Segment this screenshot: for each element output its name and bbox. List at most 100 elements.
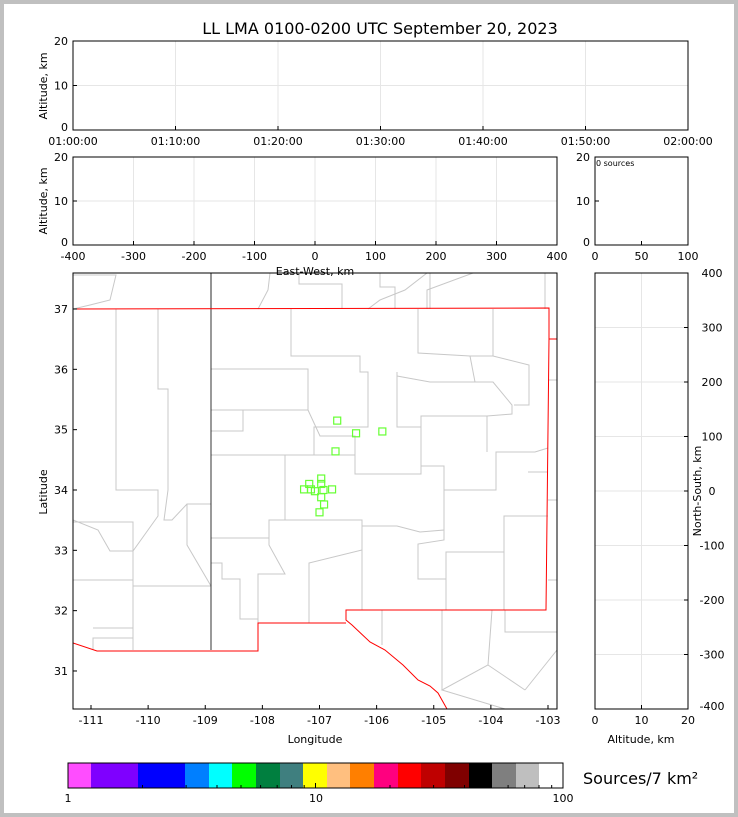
county-border [290, 309, 369, 455]
plan-view-panel: -111 -110 -109 -108 -107 -106 -105 -104 -103 31 32… [54, 272, 560, 727]
x-tick-label: 01:10:00 [151, 135, 200, 148]
y-tick-label: -300 [700, 649, 725, 662]
ew-ylabel: Altitude, km [37, 167, 50, 234]
ns-ylabel: North-South, km [691, 446, 704, 537]
ns-xlabel: Altitude, km [607, 733, 674, 746]
source-point [317, 474, 326, 483]
colorbar-segment [280, 763, 304, 788]
ew-xlabel: East-West, km [276, 265, 354, 278]
county-border [367, 273, 428, 310]
international-border [73, 622, 346, 652]
county-border [211, 409, 308, 432]
colorbar-tick-label: 10 [309, 792, 323, 805]
source-point [327, 485, 337, 494]
y-tick-label: -400 [700, 700, 725, 713]
panel-frame [594, 272, 689, 710]
source-point [319, 500, 329, 509]
colorbar-segment [398, 763, 422, 788]
y-tick-label: -100 [700, 540, 725, 553]
colorbar-segment [421, 763, 446, 788]
county-border [443, 447, 549, 491]
county-border [186, 504, 212, 587]
state-border-north [73, 307, 557, 340]
source-point [331, 447, 340, 456]
panel-frame [72, 272, 558, 710]
county-border [379, 273, 396, 309]
county-border [469, 355, 476, 383]
colorbar-segment [68, 763, 92, 788]
map-xlabel: Longitude [288, 733, 343, 746]
x-tick-label: 0 [592, 250, 599, 263]
x-tick-label: -111 [79, 714, 104, 727]
colorbar-segment [138, 763, 186, 788]
x-tick-label: 01:20:00 [253, 135, 302, 148]
county-border [73, 274, 117, 310]
x-tick-label: -105 [421, 714, 446, 727]
y-tick-label: 33 [54, 544, 68, 557]
county-border [211, 562, 258, 620]
x-tick-label: -108 [250, 714, 275, 727]
state-border-east-south [345, 338, 550, 709]
colorbar-segment [516, 763, 540, 788]
y-tick-label: 0 [709, 485, 716, 498]
source-point [305, 479, 314, 489]
x-tick-label: 02:00:00 [663, 135, 712, 148]
x-tick-label: -109 [193, 714, 218, 727]
x-tick-label: -110 [136, 714, 161, 727]
county-border [396, 372, 421, 428]
colorbar [67, 762, 564, 789]
colorbar-segment [445, 763, 470, 788]
colorbar-segment [492, 763, 517, 788]
y-tick-label: 20 [54, 151, 68, 164]
x-tick-label: -200 [182, 250, 207, 263]
altitude-ns-panel: 0 10 20 -400 -300 -200 -100 0 100 200 300 400 [592, 267, 725, 727]
y-tick-label: 34 [54, 484, 68, 497]
x-tick-label: -106 [364, 714, 389, 727]
county-border [426, 273, 474, 309]
county-border [504, 610, 557, 633]
y-tick-label: 300 [702, 322, 723, 335]
panel-frame [594, 156, 689, 246]
county-border [524, 649, 557, 691]
y-tick-label: 100 [702, 431, 723, 444]
source-point [310, 487, 320, 496]
y-tick-label: 0 [61, 121, 68, 134]
y-tick-label: 0 [61, 236, 68, 249]
colorbar-segment [374, 763, 399, 788]
x-tick-label: 100 [678, 250, 699, 263]
source-point [333, 416, 342, 425]
time-height-panel: 01:00:00 01:10:00 01:20:00 01:30:00 01:40:00… [48, 35, 712, 148]
y-tick-label: 10 [54, 80, 68, 93]
source-point [378, 427, 387, 436]
histogram-annotation: 0 sources [596, 159, 634, 168]
panel-frame [72, 156, 558, 246]
y-tick-label: 200 [702, 376, 723, 389]
colorbar-segment [327, 763, 351, 788]
x-tick-label: 01:50:00 [561, 135, 610, 148]
x-tick-label: -107 [307, 714, 332, 727]
map-layers [73, 273, 557, 709]
map-ylabel: Latitude [37, 469, 50, 515]
colorbar-label: Sources/7 km² [583, 769, 698, 788]
colorbar-segment [91, 763, 139, 788]
county-border [307, 409, 488, 475]
source-point [317, 479, 326, 489]
county-border [157, 309, 211, 521]
x-tick-label: 01:00:00 [48, 135, 97, 148]
x-tick-label: -300 [121, 250, 146, 263]
x-tick-label: 01:30:00 [356, 135, 405, 148]
source-point [315, 508, 324, 517]
x-tick-label: -400 [61, 250, 86, 263]
colorbar-segment [350, 763, 375, 788]
colorbar-segment [469, 763, 493, 788]
y-tick-label: 10 [54, 195, 68, 208]
y-tick-label: 20 [54, 35, 68, 48]
county-border [362, 465, 445, 533]
colorbar-segment [232, 763, 257, 788]
colorbar-tick-label: 100 [553, 792, 574, 805]
x-tick-label: -104 [478, 714, 503, 727]
county-border [73, 309, 159, 552]
y-tick-label: -200 [700, 594, 725, 607]
x-tick-label: 100 [365, 250, 386, 263]
